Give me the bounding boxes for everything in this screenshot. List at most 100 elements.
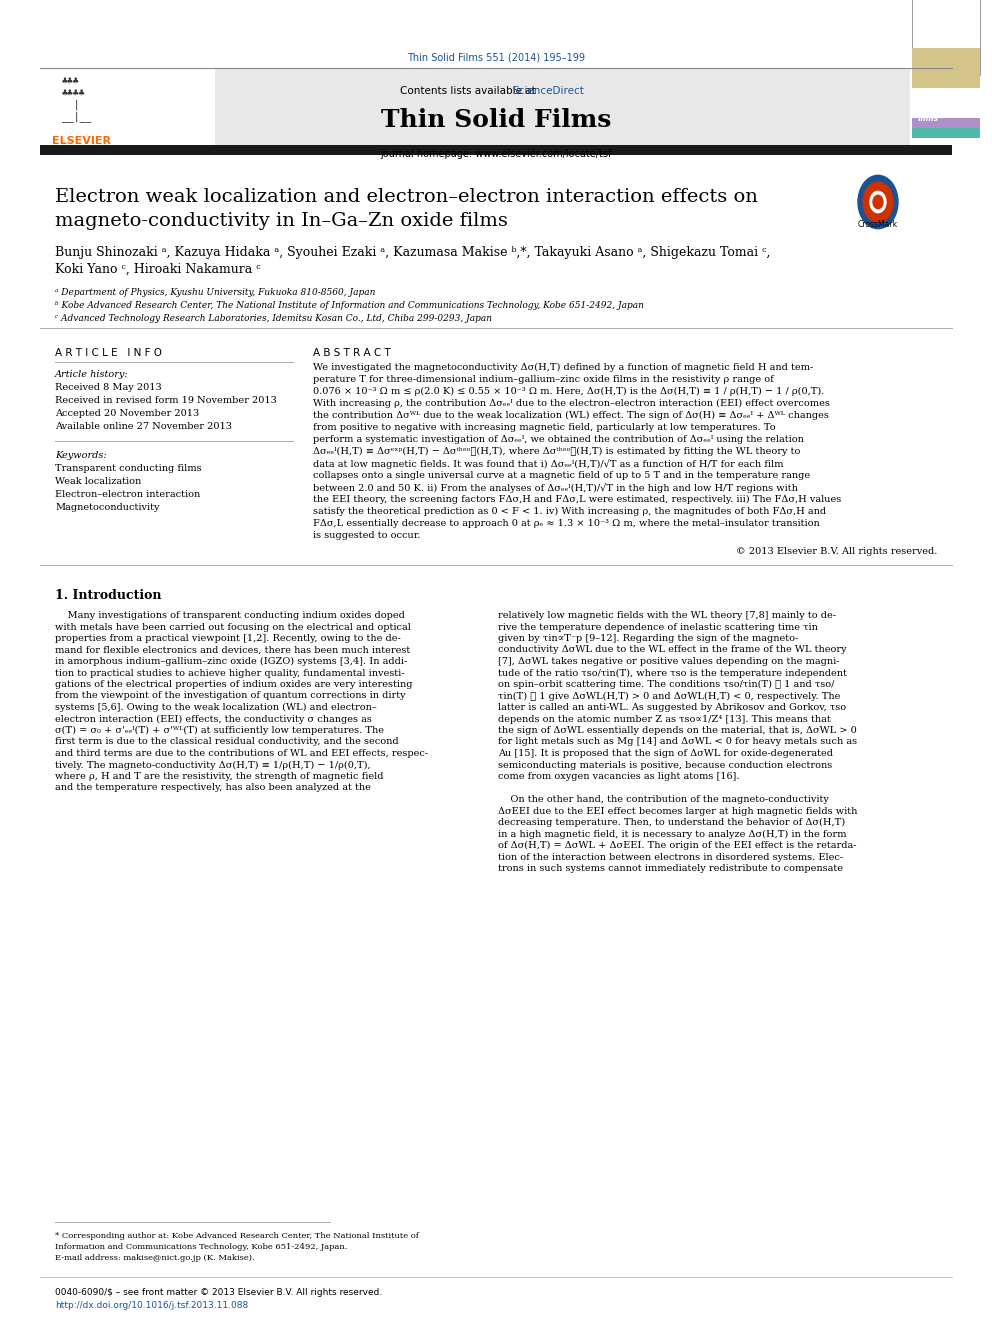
Text: journal homepage: www.elsevier.com/locate/tsf: journal homepage: www.elsevier.com/locat… — [380, 149, 612, 159]
Circle shape — [863, 183, 893, 222]
Text: decreasing temperature. Then, to understand the behavior of Δσ(H,T): decreasing temperature. Then, to underst… — [498, 818, 845, 827]
Text: Transparent conducting films: Transparent conducting films — [55, 464, 201, 474]
Text: Electron weak localization and electron–electron interaction effects on: Electron weak localization and electron–… — [55, 188, 758, 206]
Text: latter is called an anti-WL. As suggested by Abrikosov and Gorkov, τso: latter is called an anti-WL. As suggeste… — [498, 703, 846, 712]
Text: ScienceDirect: ScienceDirect — [512, 86, 584, 97]
Text: Koki Yano ᶜ, Hiroaki Nakamura ᶜ: Koki Yano ᶜ, Hiroaki Nakamura ᶜ — [55, 263, 261, 277]
Text: Available online 27 November 2013: Available online 27 November 2013 — [55, 422, 232, 431]
Text: is suggested to occur.: is suggested to occur. — [313, 531, 421, 540]
Text: * Corresponding author at: Kobe Advanced Research Center, The National Institute: * Corresponding author at: Kobe Advanced… — [55, 1232, 419, 1240]
Text: in a high magnetic field, it is necessary to analyze Δσ(H,T) in the form: in a high magnetic field, it is necessar… — [498, 830, 846, 839]
Text: Au [15]. It is proposed that the sign of ΔσWL for oxide-degenerated: Au [15]. It is proposed that the sign of… — [498, 749, 833, 758]
Text: collapses onto a single universal curve at a magnetic field of up to 5 T and in : collapses onto a single universal curve … — [313, 471, 810, 480]
Text: given by τin∝T⁻p [9–12]. Regarding the sign of the magneto-: given by τin∝T⁻p [9–12]. Regarding the s… — [498, 634, 799, 643]
Text: mand for flexible electronics and devices, there has been much interest: mand for flexible electronics and device… — [55, 646, 411, 655]
Text: rive the temperature dependence of inelastic scattering time τin: rive the temperature dependence of inela… — [498, 623, 817, 631]
Text: Weak localization: Weak localization — [55, 478, 141, 486]
Text: We investigated the magnetoconductivity Δσ(H,T) defined by a function of magneti: We investigated the magnetoconductivity … — [313, 363, 813, 372]
Text: CrossMark: CrossMark — [858, 220, 898, 229]
Bar — [912, 56, 980, 75]
Text: ELSEVIER: ELSEVIER — [52, 136, 111, 146]
Text: and third terms are due to the contributions of WL and EEI effects, respec-: and third terms are due to the contribut… — [55, 749, 429, 758]
Bar — [912, 0, 980, 75]
Text: τin(T) ≪ 1 give ΔσWL(H,T) > 0 and ΔσWL(H,T) < 0, respectively. The: τin(T) ≪ 1 give ΔσWL(H,T) > 0 and ΔσWL(H… — [498, 692, 840, 701]
Text: 0040-6090/$ – see front matter © 2013 Elsevier B.V. All rights reserved.: 0040-6090/$ – see front matter © 2013 El… — [55, 1289, 382, 1297]
Bar — [40, 146, 952, 155]
Text: Received in revised form 19 November 2013: Received in revised form 19 November 201… — [55, 396, 277, 405]
Text: 0.076 × 10⁻³ Ω m ≤ ρ(2.0 K) ≤ 0.55 × 10⁻³ Ω m. Here, Δσ(H,T) is the Δσ(H,T) ≡ 1 : 0.076 × 10⁻³ Ω m ≤ ρ(2.0 K) ≤ 0.55 × 10⁻… — [313, 388, 824, 396]
Text: Contents lists available at: Contents lists available at — [400, 86, 539, 97]
Text: semiconducting materials is positive, because conduction electrons: semiconducting materials is positive, be… — [498, 761, 832, 770]
Text: σ(T) = σ₀ + σ'ₑₑᴵ(T) + σ'ᵂᴸ(T) at sufficiently low temperatures. The: σ(T) = σ₀ + σ'ₑₑᴵ(T) + σ'ᵂᴸ(T) at suffic… — [55, 726, 384, 736]
Text: tude of the ratio τso/τin(T), where τso is the temperature independent: tude of the ratio τso/τin(T), where τso … — [498, 668, 847, 677]
Text: A B S T R A C T: A B S T R A C T — [313, 348, 391, 359]
Text: properties from a practical viewpoint [1,2]. Recently, owing to the de-: properties from a practical viewpoint [1… — [55, 634, 401, 643]
Text: Keywords:: Keywords: — [55, 451, 106, 460]
Text: Δσₑₑᴵ(H,T) ≡ Δσᵉˣᵖ(H,T) − Δσᵗʰᵉᵒ‧(H,T), where Δσᵗʰᵉᵒ‧(H,T) is estimated by fitti: Δσₑₑᴵ(H,T) ≡ Δσᵉˣᵖ(H,T) − Δσᵗʰᵉᵒ‧(H,T), … — [313, 447, 801, 456]
Text: © 2013 Elsevier B.V. All rights reserved.: © 2013 Elsevier B.V. All rights reserved… — [736, 546, 937, 556]
Text: for light metals such as Mg [14] and ΔσWL < 0 for heavy metals such as: for light metals such as Mg [14] and ΔσW… — [498, 737, 857, 746]
Text: first term is due to the classical residual conductivity, and the second: first term is due to the classical resid… — [55, 737, 399, 746]
Text: the contribution Δσᵂᴸ due to the weak localization (WL) effect. The sign of Δσ(H: the contribution Δσᵂᴸ due to the weak lo… — [313, 411, 829, 421]
Text: the sign of ΔσWL essentially depends on the material, that is, ΔσWL > 0: the sign of ΔσWL essentially depends on … — [498, 726, 857, 736]
Text: electron interaction (EEI) effects, the conductivity σ changes as: electron interaction (EEI) effects, the … — [55, 714, 372, 724]
Text: ᵃ Department of Physics, Kyushu University, Fukuoka 810-8560, Japan: ᵃ Department of Physics, Kyushu Universi… — [55, 288, 375, 296]
Bar — [912, 48, 980, 89]
Text: E-mail address: makise@nict.go.jp (K. Makise).: E-mail address: makise@nict.go.jp (K. Ma… — [55, 1254, 255, 1262]
Text: magneto-conductivity in In–Ga–Zn oxide films: magneto-conductivity in In–Ga–Zn oxide f… — [55, 212, 508, 230]
Text: Thin Solid Films: Thin Solid Films — [381, 108, 611, 132]
Text: ᶜ Advanced Technology Research Laboratories, Idemitsu Kosan Co., Ltd, Chiba 299-: ᶜ Advanced Technology Research Laborator… — [55, 314, 492, 323]
Text: from the viewpoint of the investigation of quantum corrections in dirty: from the viewpoint of the investigation … — [55, 692, 406, 700]
Text: satisfy the theoretical prediction as 0 < F < 1. iv) With increasing ρ, the magn: satisfy the theoretical prediction as 0 … — [313, 507, 826, 516]
Text: Magnetoconductivity: Magnetoconductivity — [55, 503, 160, 512]
Bar — [912, 118, 980, 128]
Text: Article history:: Article history: — [55, 370, 129, 378]
Text: trons in such systems cannot immediately redistribute to compensate: trons in such systems cannot immediately… — [498, 864, 843, 873]
Text: Bunju Shinozaki ᵃ, Kazuya Hidaka ᵃ, Syouhei Ezaki ᵃ, Kazumasa Makise ᵇ,*, Takayu: Bunju Shinozaki ᵃ, Kazuya Hidaka ᵃ, Syou… — [55, 246, 771, 259]
Text: of Δσ(H,T) = ΔσWL + ΔσEEI. The origin of the EEI effect is the retarda-: of Δσ(H,T) = ΔσWL + ΔσEEI. The origin of… — [498, 841, 856, 851]
Text: conductivity ΔσWL due to the WL effect in the frame of the WL theory: conductivity ΔσWL due to the WL effect i… — [498, 646, 846, 655]
Text: tion to practical studies to achieve higher quality, fundamental investi-: tion to practical studies to achieve hig… — [55, 668, 405, 677]
Text: ΔσEEI due to the EEI effect becomes larger at high magnetic fields with: ΔσEEI due to the EEI effect becomes larg… — [498, 807, 857, 815]
Text: Electron–electron interaction: Electron–electron interaction — [55, 490, 200, 499]
Text: Information and Communications Technology, Kobe 651-2492, Japan.: Information and Communications Technolog… — [55, 1244, 347, 1252]
Text: perature T for three-dimensional indium–gallium–zinc oxide films in the resistiv: perature T for three-dimensional indium–… — [313, 374, 774, 384]
Text: systems [5,6]. Owing to the weak localization (WL) and electron–: systems [5,6]. Owing to the weak localiz… — [55, 703, 377, 712]
Bar — [912, 128, 980, 138]
Text: On the other hand, the contribution of the magneto-conductivity: On the other hand, the contribution of t… — [498, 795, 829, 804]
Text: Thin Solid Films 551 (2014) 195–199: Thin Solid Films 551 (2014) 195–199 — [407, 52, 585, 62]
Text: the EEI theory, the screening factors FΔσ,H and FΔσ,L were estimated, respective: the EEI theory, the screening factors FΔ… — [313, 495, 841, 504]
Text: 1. Introduction: 1. Introduction — [55, 589, 162, 602]
Text: Received 8 May 2013: Received 8 May 2013 — [55, 382, 162, 392]
Text: from positive to negative with increasing magnetic field, particularly at low te: from positive to negative with increasin… — [313, 423, 776, 433]
Circle shape — [870, 192, 886, 213]
Text: thin
solid
films: thin solid films — [918, 93, 939, 123]
Bar — [40, 67, 910, 148]
Text: A R T I C L E   I N F O: A R T I C L E I N F O — [55, 348, 162, 359]
Text: on spin–orbit scattering time. The conditions τso/τin(T) ≫ 1 and τso/: on spin–orbit scattering time. The condi… — [498, 680, 834, 689]
Text: perform a systematic investigation of Δσₑₑᴵ, we obtained the contribution of Δσₑ: perform a systematic investigation of Δσ… — [313, 435, 804, 445]
Text: and the temperature respectively, has also been analyzed at the: and the temperature respectively, has al… — [55, 783, 371, 792]
Text: [7], ΔσWL takes negative or positive values depending on the magni-: [7], ΔσWL takes negative or positive val… — [498, 658, 839, 665]
Text: With increasing ρ, the contribution Δσₑₑᴵ due to the electron–electron interacti: With increasing ρ, the contribution Δσₑₑ… — [313, 400, 830, 407]
Text: tively. The magneto-conductivity Δσ(H,T) ≡ 1/ρ(H,T) − 1/ρ(0,T),: tively. The magneto-conductivity Δσ(H,T)… — [55, 761, 371, 770]
Text: come from oxygen vacancies as light atoms [16].: come from oxygen vacancies as light atom… — [498, 773, 739, 781]
Text: ᵇ Kobe Advanced Research Center, The National Institute of Information and Commu: ᵇ Kobe Advanced Research Center, The Nat… — [55, 302, 644, 310]
Circle shape — [858, 176, 898, 229]
Text: data at low magnetic fields. It was found that i) Δσₑₑᴵ(H,T)/√T as a function of: data at low magnetic fields. It was foun… — [313, 459, 784, 468]
Text: with metals have been carried out focusing on the electrical and optical: with metals have been carried out focusi… — [55, 623, 411, 631]
Text: gations of the electrical properties of indium oxides are very interesting: gations of the electrical properties of … — [55, 680, 413, 689]
Text: Accepted 20 November 2013: Accepted 20 November 2013 — [55, 409, 199, 418]
Text: ♣♣♣
♣♣♣♣
  |
__|__: ♣♣♣ ♣♣♣♣ | __|__ — [62, 75, 91, 122]
Text: depends on the atomic number Z as τso∝1/Z⁴ [13]. This means that: depends on the atomic number Z as τso∝1/… — [498, 714, 830, 724]
Text: between 2.0 and 50 K. ii) From the analyses of Δσₑₑᴵ(H,T)/√T in the high and low: between 2.0 and 50 K. ii) From the analy… — [313, 483, 798, 493]
Text: in amorphous indium–gallium–zinc oxide (IGZO) systems [3,4]. In addi-: in amorphous indium–gallium–zinc oxide (… — [55, 658, 408, 665]
Text: Many investigations of transparent conducting indium oxides doped: Many investigations of transparent condu… — [55, 611, 405, 620]
Text: relatively low magnetic fields with the WL theory [7,8] mainly to de-: relatively low magnetic fields with the … — [498, 611, 836, 620]
Text: FΔσ,L essentially decrease to approach 0 at ρₑ ≈ 1.3 × 10⁻³ Ω m, where the metal: FΔσ,L essentially decrease to approach 0… — [313, 519, 819, 528]
Circle shape — [873, 196, 883, 209]
Bar — [40, 67, 215, 148]
Text: where ρ, H and T are the resistivity, the strength of magnetic field: where ρ, H and T are the resistivity, th… — [55, 773, 384, 781]
Text: http://dx.doi.org/10.1016/j.tsf.2013.11.088: http://dx.doi.org/10.1016/j.tsf.2013.11.… — [55, 1301, 248, 1310]
Text: tion of the interaction between electrons in disordered systems. Elec-: tion of the interaction between electron… — [498, 852, 843, 861]
